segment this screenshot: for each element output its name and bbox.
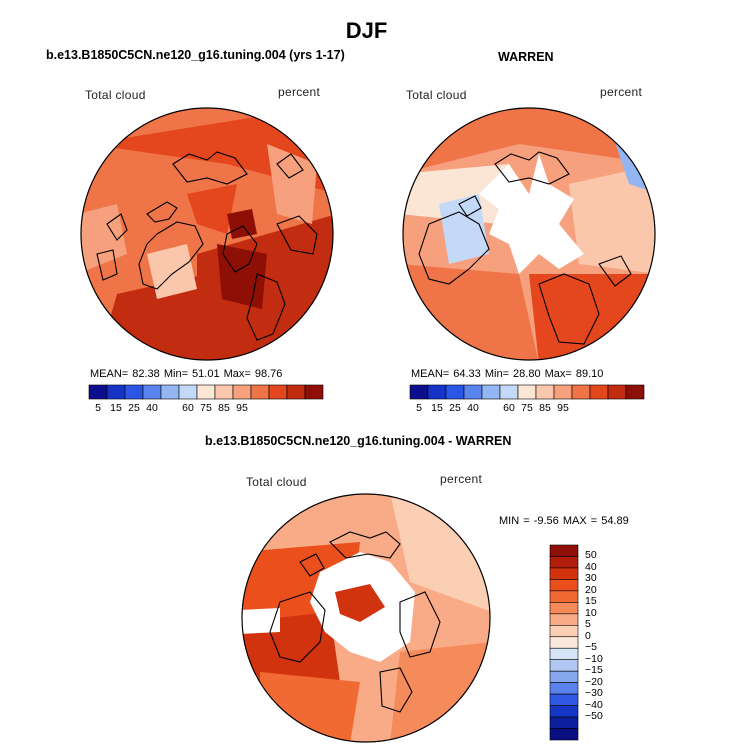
model-panel-title: b.e13.B1850C5CN.ne120_g16.tuning.004 (yr… (46, 48, 345, 62)
obs-colorbar-labels: 5 15 25 40 60 75 85 95 (410, 402, 644, 416)
colorbar-swatch (549, 544, 579, 557)
diff-colorbar-labels: 50 40 30 20 15 10 5 0 −5 −10 −15 −20 −30 −40 −50 (585, 545, 625, 740)
colorbar-swatch (549, 602, 579, 615)
colorbar-tick-label: 85 (218, 402, 230, 414)
colorbar-tick-label: 75 (200, 402, 212, 414)
colorbar-swatch (549, 705, 579, 718)
diff-variable-label: Total cloud (246, 475, 307, 489)
colorbar-tick-label: −50 (585, 710, 603, 723)
obs-polar-map (402, 107, 656, 361)
model-variable-label: Total cloud (85, 88, 146, 102)
colorbar-swatch (196, 384, 216, 400)
diff-stats: MIN = -9.56 MAX = 54.89 (499, 515, 629, 527)
colorbar-swatch (427, 384, 447, 400)
colorbar-tick-label: 60 (503, 402, 515, 414)
colorbar-swatch (549, 659, 579, 672)
colorbar-swatch (535, 384, 555, 400)
colorbar-swatch (445, 384, 465, 400)
colorbar-tick-label: 15 (585, 595, 597, 608)
colorbar-swatch (625, 384, 645, 400)
colorbar-tick-label: 0 (585, 629, 591, 642)
colorbar-swatch (304, 384, 324, 400)
colorbar-swatch (268, 384, 288, 400)
colorbar-swatch (571, 384, 591, 400)
colorbar-tick-label: 75 (521, 402, 533, 414)
colorbar-tick-label: −5 (585, 641, 597, 654)
colorbar-tick-label: −20 (585, 675, 603, 688)
colorbar-swatch (549, 590, 579, 603)
colorbar-tick-label: 5 (585, 618, 591, 631)
colorbar-swatch (549, 670, 579, 683)
colorbar-swatch (549, 579, 579, 592)
diff-colorbar (549, 544, 579, 741)
obs-variable-label: Total cloud (406, 88, 467, 102)
diff-units-label: percent (440, 472, 483, 486)
page-title: DJF (345, 18, 388, 43)
model-colorbar-labels: 5 15 25 40 60 75 85 95 (89, 402, 323, 416)
colorbar-tick-label: 25 (128, 402, 140, 414)
obs-colorbar (409, 384, 645, 400)
colorbar-tick-label: 85 (539, 402, 551, 414)
colorbar-tick-label: 5 (95, 402, 101, 414)
colorbar-tick-label: 30 (585, 572, 597, 585)
colorbar-tick-label: 60 (182, 402, 194, 414)
colorbar-swatch (549, 613, 579, 626)
colorbar-swatch (286, 384, 306, 400)
colorbar-swatch (463, 384, 483, 400)
colorbar-tick-label: 20 (585, 583, 597, 596)
colorbar-swatch (142, 384, 162, 400)
colorbar-swatch (589, 384, 609, 400)
colorbar-swatch (549, 624, 579, 638)
diff-polar-map (241, 493, 491, 743)
colorbar-tick-label: 15 (110, 402, 122, 414)
colorbar-tick-label: −30 (585, 687, 603, 700)
colorbar-swatch (549, 636, 579, 649)
colorbar-tick-label: 95 (236, 402, 248, 414)
colorbar-swatch (549, 647, 579, 661)
colorbar-tick-label: −10 (585, 652, 603, 665)
colorbar-tick-label: 15 (431, 402, 443, 414)
colorbar-swatch (250, 384, 270, 400)
colorbar-swatch (517, 384, 537, 400)
colorbar-swatch (499, 384, 519, 400)
obs-panel-title: WARREN (498, 50, 554, 64)
colorbar-swatch (549, 716, 579, 729)
colorbar-swatch (549, 567, 579, 580)
colorbar-swatch (553, 384, 573, 400)
colorbar-swatch (178, 384, 198, 400)
colorbar-tick-label: 40 (146, 402, 158, 414)
colorbar-swatch (88, 384, 108, 400)
colorbar-swatch (607, 384, 627, 400)
colorbar-swatch (214, 384, 234, 400)
colorbar-tick-label: 10 (585, 606, 597, 619)
colorbar-tick-label: 5 (416, 402, 422, 414)
colorbar-swatch (160, 384, 180, 400)
colorbar-swatch (124, 384, 144, 400)
colorbar-swatch (549, 693, 579, 706)
colorbar-tick-label: 25 (449, 402, 461, 414)
diff-panel-title: b.e13.B1850C5CN.ne120_g16.tuning.004 - W… (205, 434, 512, 448)
colorbar-tick-label: 40 (585, 560, 597, 573)
model-polar-map (80, 107, 334, 361)
colorbar-swatch (549, 728, 579, 741)
obs-units-label: percent (600, 85, 643, 99)
colorbar-tick-label: 95 (557, 402, 569, 414)
colorbar-tick-label: −40 (585, 698, 603, 711)
colorbar-tick-label: 40 (467, 402, 479, 414)
colorbar-swatch (549, 682, 579, 695)
colorbar-swatch (232, 384, 252, 400)
colorbar-swatch (409, 384, 429, 400)
model-units-label: percent (278, 85, 321, 99)
obs-stats: MEAN= 64.33 Min= 28.80 Max= 89.10 (411, 368, 604, 380)
colorbar-swatch (106, 384, 126, 400)
colorbar-tick-label: 50 (585, 549, 597, 562)
model-stats: MEAN= 82.38 Min= 51.01 Max= 98.76 (90, 368, 283, 380)
model-colorbar (88, 384, 324, 400)
colorbar-tick-label: −15 (585, 664, 603, 677)
colorbar-swatch (549, 556, 579, 569)
colorbar-swatch (481, 384, 501, 400)
